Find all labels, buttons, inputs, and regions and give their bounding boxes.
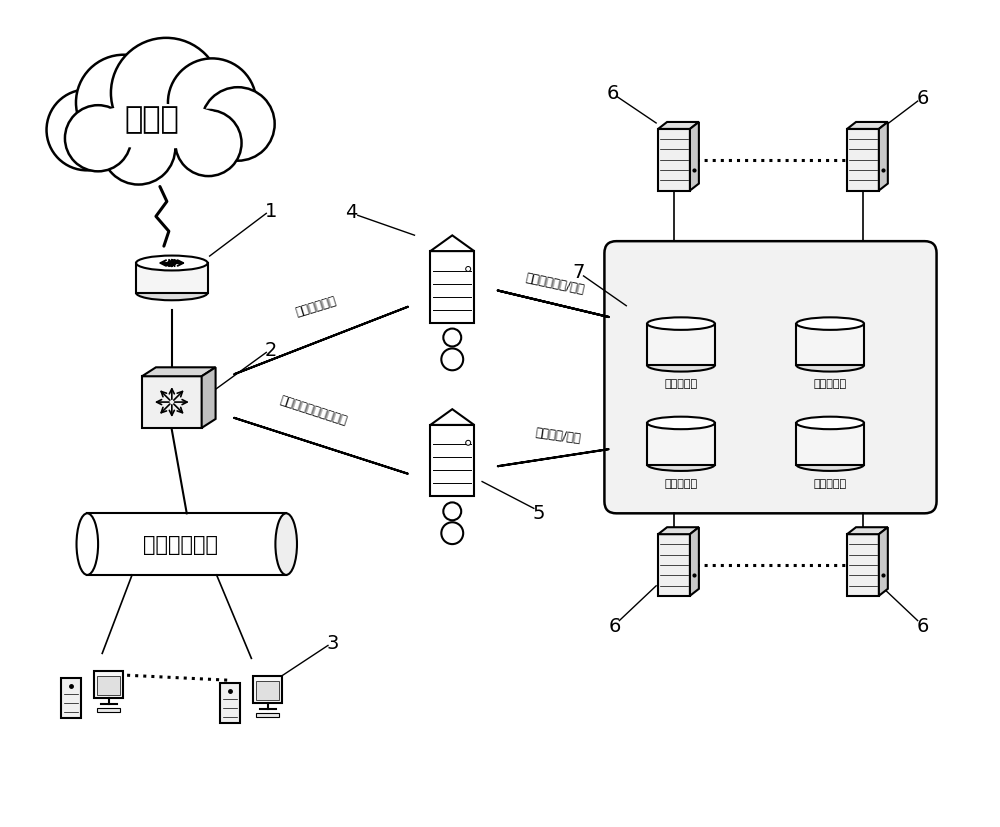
Text: 5: 5 — [533, 503, 545, 522]
Text: 预处理数据出/入库: 预处理数据出/入库 — [524, 271, 585, 296]
Text: 镜像流量数据: 镜像流量数据 — [294, 294, 338, 318]
Polygon shape — [879, 528, 888, 596]
Circle shape — [443, 503, 461, 521]
Bar — [97, 676, 120, 696]
Text: 1: 1 — [265, 202, 277, 221]
Text: 流量数据库: 流量数据库 — [814, 478, 847, 488]
Polygon shape — [879, 123, 888, 191]
FancyArrowPatch shape — [498, 291, 609, 318]
Circle shape — [65, 106, 131, 172]
Bar — [647, 423, 715, 465]
Bar — [256, 681, 279, 700]
Text: 6: 6 — [606, 84, 619, 103]
Polygon shape — [658, 528, 699, 534]
Bar — [94, 672, 123, 699]
Ellipse shape — [647, 318, 715, 331]
Text: 用户侧局域网: 用户侧局域网 — [143, 534, 218, 554]
FancyArrowPatch shape — [498, 291, 609, 318]
Bar — [658, 130, 690, 191]
Circle shape — [168, 60, 256, 147]
FancyArrowPatch shape — [234, 418, 408, 474]
Circle shape — [47, 90, 127, 171]
Ellipse shape — [79, 104, 235, 157]
Text: 动态规则库: 动态规则库 — [664, 478, 698, 488]
Text: 3: 3 — [327, 633, 339, 653]
Polygon shape — [690, 528, 699, 596]
Bar — [647, 324, 715, 366]
Text: 流量数据库: 流量数据库 — [664, 379, 698, 389]
Bar — [142, 377, 202, 428]
Ellipse shape — [796, 360, 864, 372]
Circle shape — [443, 329, 461, 347]
Circle shape — [102, 112, 175, 185]
Polygon shape — [202, 368, 216, 428]
Bar — [847, 534, 879, 596]
Ellipse shape — [441, 523, 463, 544]
Circle shape — [111, 39, 221, 149]
Bar — [847, 130, 879, 191]
Bar — [97, 708, 120, 712]
Ellipse shape — [275, 514, 297, 576]
Circle shape — [466, 267, 471, 272]
Ellipse shape — [441, 349, 463, 370]
Polygon shape — [142, 368, 216, 377]
Circle shape — [201, 88, 275, 161]
Ellipse shape — [136, 286, 208, 301]
Bar — [220, 683, 240, 723]
Bar — [796, 324, 864, 366]
Text: 6: 6 — [916, 616, 929, 635]
Bar — [87, 514, 286, 576]
Ellipse shape — [647, 459, 715, 471]
Bar — [256, 713, 279, 717]
Ellipse shape — [647, 360, 715, 372]
Polygon shape — [658, 123, 699, 130]
Ellipse shape — [796, 459, 864, 471]
Text: 6: 6 — [916, 88, 929, 108]
Ellipse shape — [83, 104, 231, 150]
Bar — [430, 251, 474, 323]
Polygon shape — [690, 123, 699, 191]
FancyArrowPatch shape — [498, 450, 609, 466]
Ellipse shape — [796, 417, 864, 430]
Text: 互联网: 互联网 — [125, 105, 179, 134]
Bar — [136, 264, 208, 294]
Bar — [61, 678, 81, 718]
Ellipse shape — [647, 417, 715, 430]
Text: 联动控制（动态规则）: 联动控制（动态规则） — [278, 394, 348, 428]
Circle shape — [76, 55, 172, 151]
Text: 7: 7 — [572, 263, 585, 282]
Ellipse shape — [77, 514, 98, 576]
Text: 6: 6 — [608, 616, 621, 635]
Text: 4: 4 — [345, 203, 357, 222]
Bar — [430, 425, 474, 497]
Ellipse shape — [796, 318, 864, 331]
Ellipse shape — [136, 256, 208, 271]
Polygon shape — [430, 409, 474, 425]
Bar — [253, 676, 282, 704]
Text: 2: 2 — [265, 341, 277, 360]
Text: 规则调度/读取: 规则调度/读取 — [534, 426, 581, 445]
Polygon shape — [847, 528, 888, 534]
FancyArrowPatch shape — [234, 308, 408, 375]
Circle shape — [175, 111, 242, 177]
Bar — [796, 423, 864, 465]
Text: 流量数据库: 流量数据库 — [814, 379, 847, 389]
FancyBboxPatch shape — [604, 241, 937, 514]
Polygon shape — [430, 236, 474, 251]
Polygon shape — [847, 123, 888, 130]
Bar — [658, 534, 690, 596]
Circle shape — [466, 441, 471, 446]
